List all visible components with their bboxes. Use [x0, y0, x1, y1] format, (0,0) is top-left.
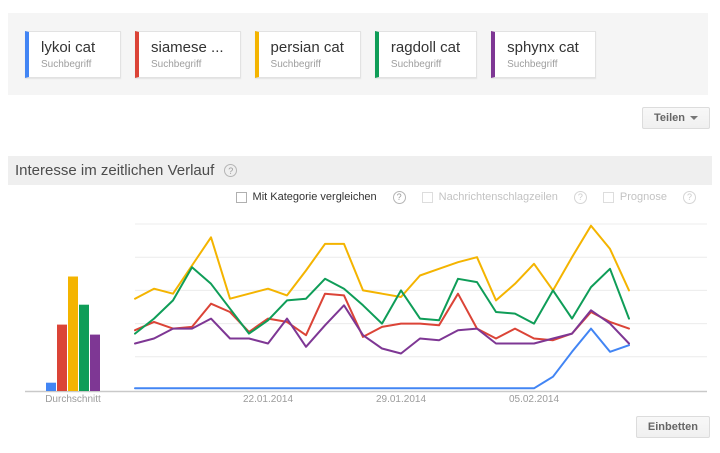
share-button-label: Teilen: [654, 112, 685, 124]
chart-canvas: [25, 223, 707, 393]
term-card-sphynx-cat[interactable]: sphynx cat Suchbegriff: [491, 30, 596, 78]
option-label: Nachrichtenschlagzeilen: [438, 191, 558, 203]
embed-button-label: Einbetten: [647, 421, 698, 433]
x-tick-label: 05.02.2014: [508, 394, 560, 405]
option-news-headlines: Nachrichtenschlagzeilen ?: [421, 190, 587, 204]
chevron-down-icon: [690, 116, 698, 121]
x-tick-label: 22.01.2014: [242, 394, 294, 405]
term-label: ragdoll cat: [390, 38, 461, 56]
term-type-label: Suchbegriff: [41, 58, 92, 70]
average-bar-lykoi-cat: [46, 382, 56, 391]
series-line-siamese: [134, 292, 630, 342]
average-axis-label: Durchschnitt: [45, 394, 101, 405]
term-card-persian-cat[interactable]: persian cat Suchbegriff: [254, 30, 361, 78]
news-headlines-checkbox: [421, 191, 433, 203]
average-bar-siamese: [57, 324, 67, 391]
help-icon[interactable]: ?: [224, 164, 238, 177]
x-tick-label: 29.01.2014: [375, 394, 427, 405]
option-forecast: Prognose ?: [602, 190, 696, 204]
share-row: Teilen: [0, 95, 720, 129]
term-type-label: Suchbegriff: [507, 58, 558, 70]
share-button[interactable]: Teilen: [642, 107, 710, 129]
average-bar-sphynx-cat: [90, 334, 100, 391]
term-type-label: Suchbegriff: [270, 58, 321, 70]
series-line-persian-cat: [134, 224, 630, 302]
average-bar-ragdoll-cat: [79, 304, 89, 391]
chart-options-row: Mit Kategorie vergleichen ? Nachrichtens…: [0, 186, 720, 208]
embed-button[interactable]: Einbetten: [635, 416, 710, 438]
term-type-label: Suchbegriff: [390, 58, 442, 70]
average-bar-persian-cat: [68, 276, 78, 391]
option-compare-category: Mit Kategorie vergleichen ?: [235, 190, 406, 204]
section-header: Interesse im zeitlichen Verlauf ?: [8, 156, 712, 185]
term-card-siamese[interactable]: siamese ... Suchbegriff: [135, 30, 241, 78]
term-card-ragdoll-cat[interactable]: ragdoll cat Suchbegriff: [374, 30, 478, 78]
help-icon[interactable]: ?: [683, 190, 696, 204]
term-label: sphynx cat: [507, 38, 579, 56]
term-type-label: Suchbegriff: [151, 58, 202, 70]
compare-category-checkbox[interactable]: [235, 191, 247, 203]
help-icon[interactable]: ?: [573, 190, 587, 204]
series-line-sphynx-cat: [134, 304, 630, 355]
option-label: Mit Kategorie vergleichen: [252, 191, 377, 203]
term-label: persian cat: [270, 38, 344, 56]
term-card-lykoi-cat[interactable]: lykoi cat Suchbegriff: [25, 30, 121, 78]
interest-over-time-chart: Durchschnitt 22.01.2014 29.01.2014 05.02…: [0, 208, 720, 410]
series-line-lykoi-cat: [134, 327, 630, 390]
forecast-checkbox: [602, 191, 614, 203]
embed-row: Einbetten: [0, 410, 720, 438]
series-line-ragdoll-cat: [134, 266, 630, 335]
option-label: Prognose: [619, 191, 667, 203]
search-terms-strip: lykoi cat Suchbegriff siamese ... Suchbe…: [8, 13, 708, 95]
term-label: siamese ...: [151, 38, 224, 56]
section-title: Interesse im zeitlichen Verlauf: [15, 162, 215, 179]
help-icon[interactable]: ?: [392, 190, 406, 204]
term-label: lykoi cat: [41, 38, 96, 56]
